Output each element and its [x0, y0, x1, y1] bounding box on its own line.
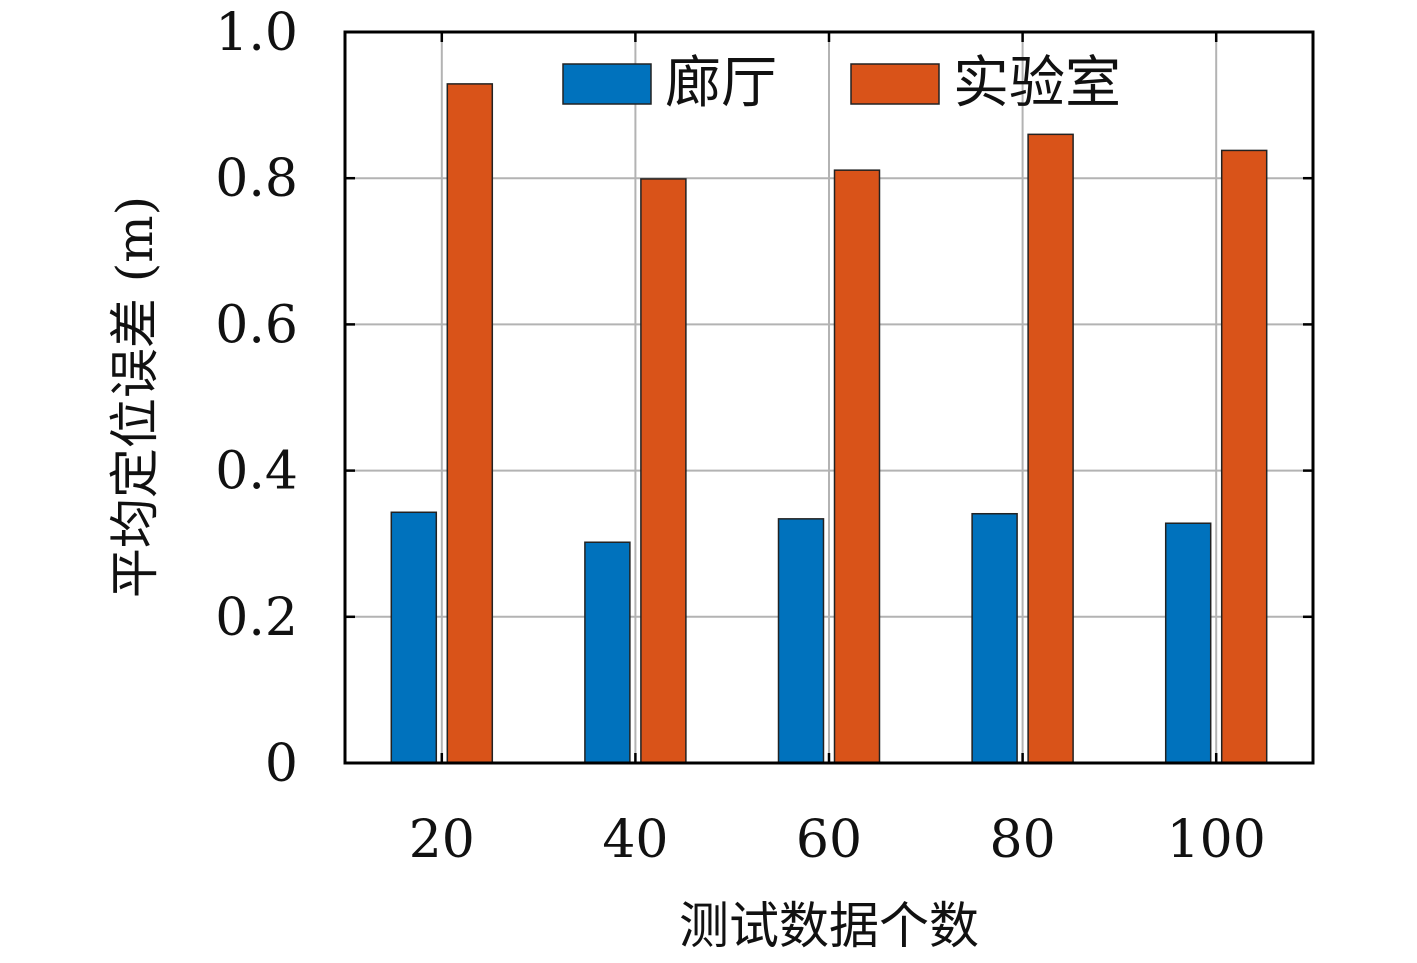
bar-series-1 — [390, 511, 438, 764]
bar-series-1 — [971, 512, 1018, 764]
bar-series-2 — [640, 178, 687, 764]
x-tick-label: 20 — [409, 810, 475, 870]
bar-series-1 — [584, 541, 631, 764]
y-tick-label: 0.2 — [215, 588, 298, 648]
y-tick-label: 0.6 — [215, 295, 298, 355]
bar-series-1 — [777, 518, 825, 764]
x-tick-label: 60 — [796, 810, 862, 870]
x-tick-label: 100 — [1167, 810, 1266, 870]
y-tick-label: 0 — [265, 734, 298, 794]
x-tick-label: 40 — [602, 810, 668, 870]
y-tick-label: 1.0 — [215, 3, 298, 63]
y-tick-label: 0.8 — [215, 149, 298, 209]
legend-label: 实验室 — [953, 51, 1121, 116]
legend-swatch — [850, 63, 940, 105]
bar-series-2 — [446, 83, 494, 764]
grid-lines — [345, 32, 1313, 763]
legend: 廊厅 实验室 — [562, 51, 1121, 116]
bar-series-2 — [1027, 133, 1074, 764]
x-axis-label: 测试数据个数 — [679, 897, 979, 955]
y-axis-label: 平均定位误差 (m) — [106, 196, 164, 598]
bar-series-1 — [1164, 522, 1212, 764]
bar-series-2 — [833, 169, 881, 764]
y-tick-label: 0.4 — [215, 442, 298, 502]
x-tick-label: 80 — [990, 810, 1056, 870]
legend-label: 廊厅 — [665, 51, 777, 116]
legend-swatch — [562, 63, 652, 105]
axis-ticks: 0 0.2 0.4 0.6 0.8 1.0 20 40 60 80 100 — [215, 3, 1313, 870]
bar-series-2 — [1220, 149, 1268, 764]
bars — [390, 83, 1268, 764]
